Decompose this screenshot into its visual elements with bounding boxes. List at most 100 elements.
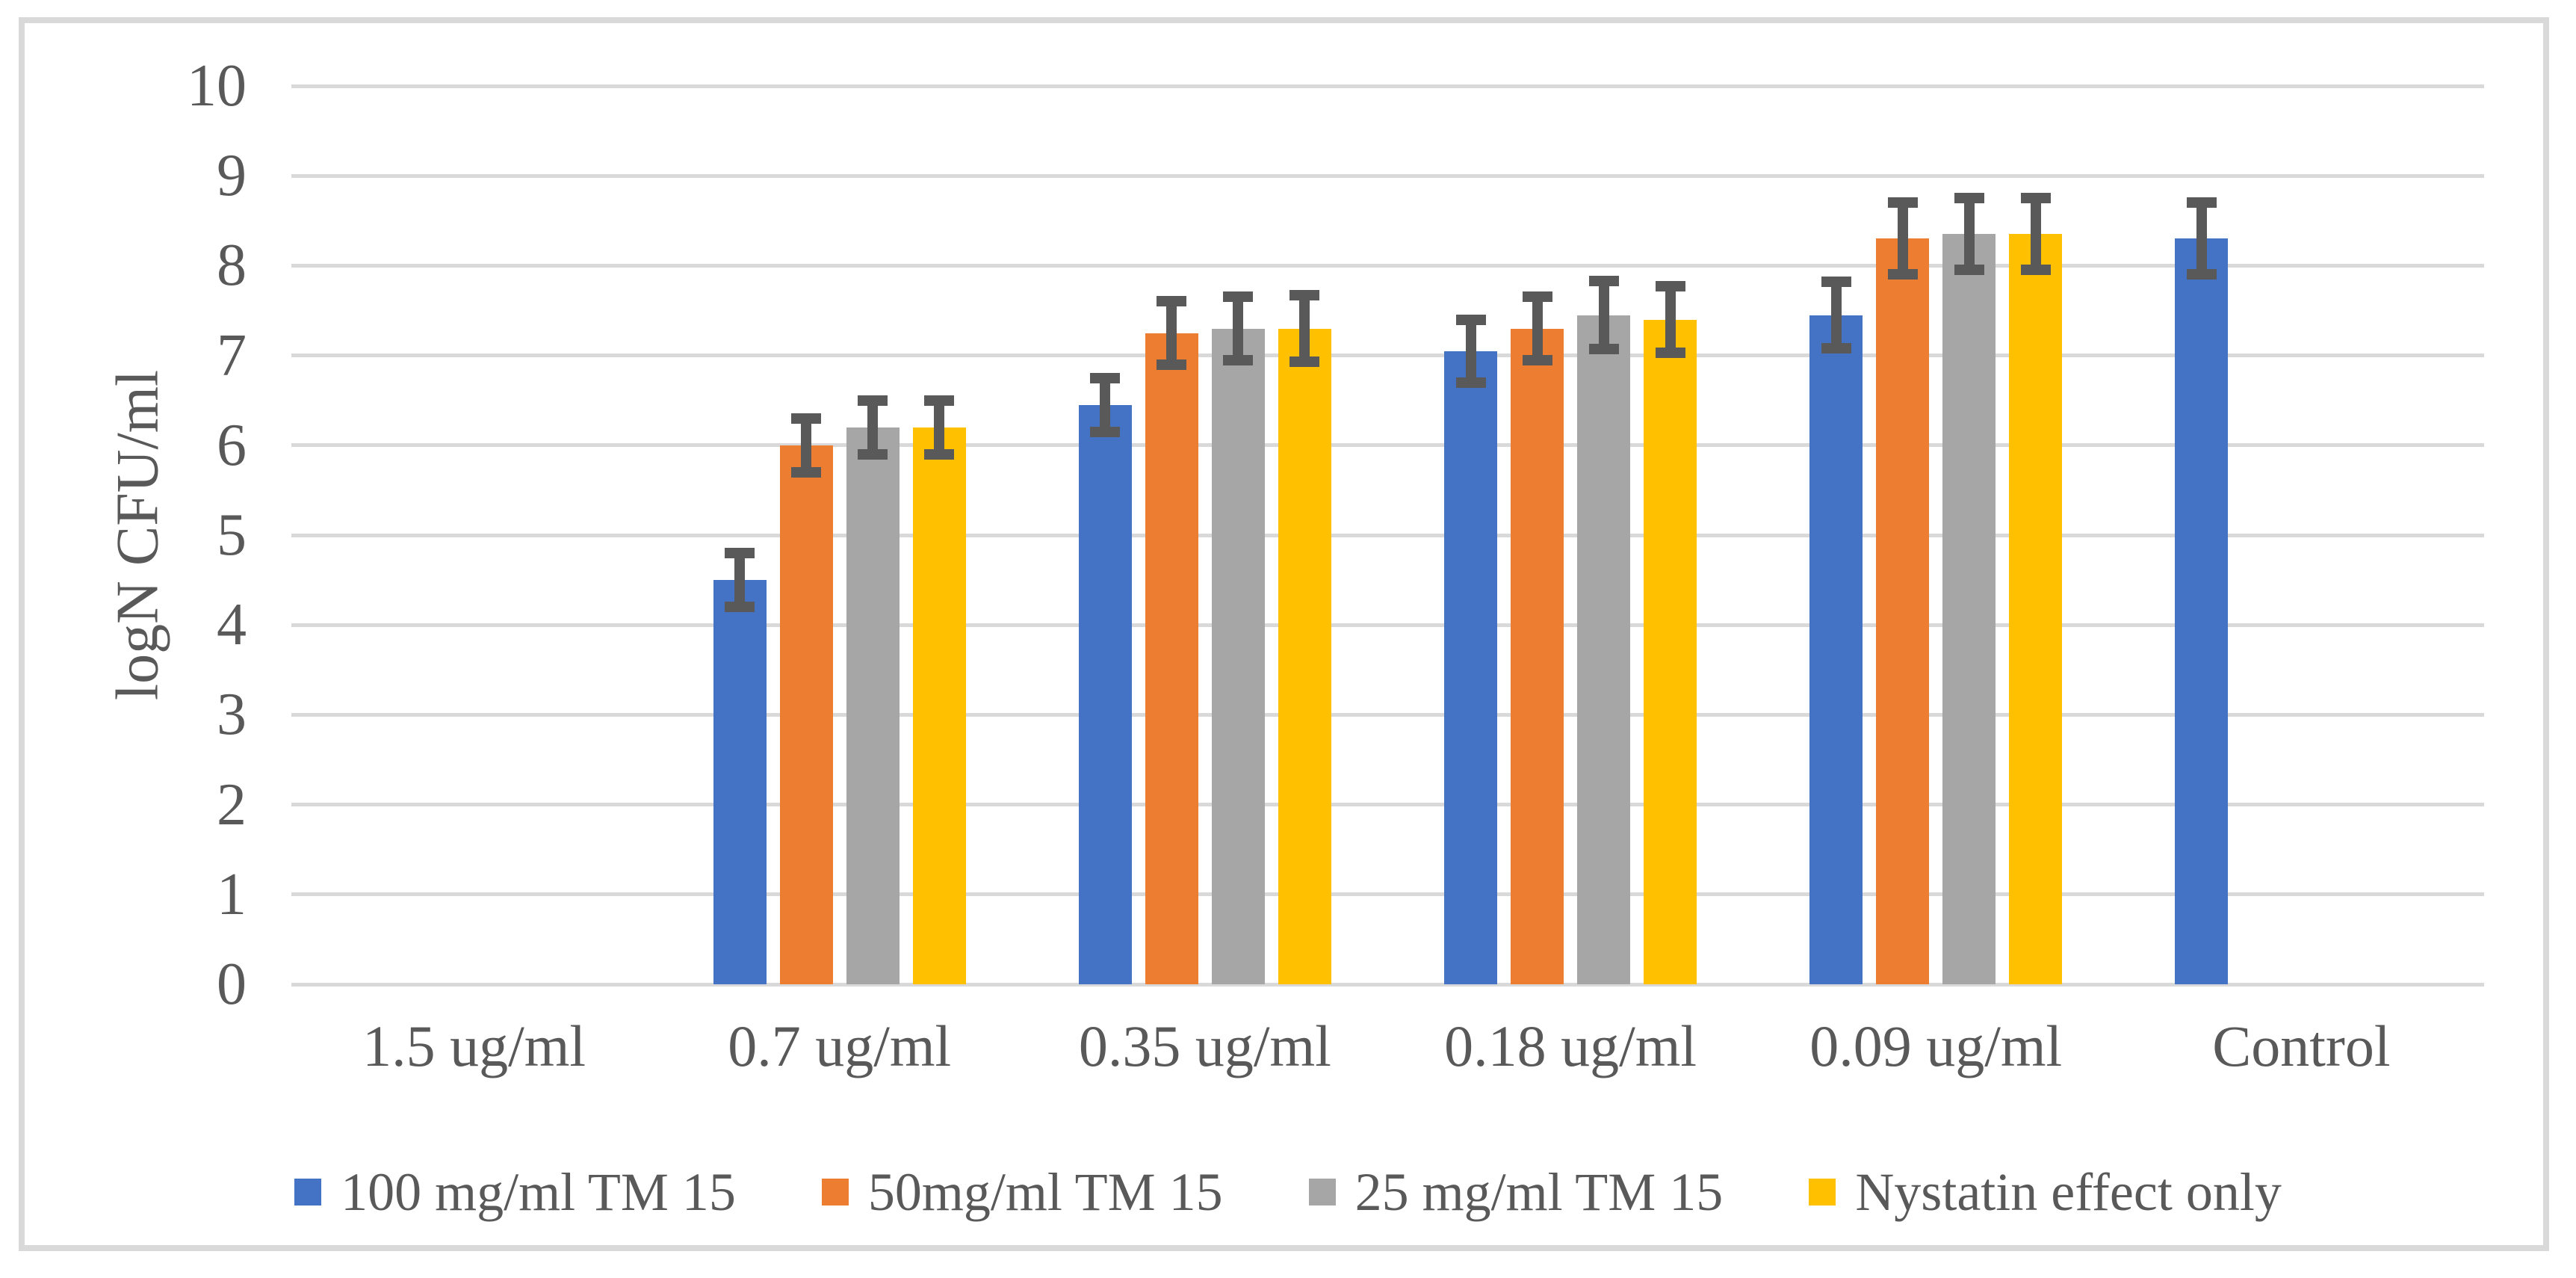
legend-label: 50mg/ml TM 15 xyxy=(867,1162,1223,1222)
gridline-y-2 xyxy=(291,803,2484,807)
y-tick-label-3: 3 xyxy=(217,682,247,748)
error-bar-cap-bottom xyxy=(1588,344,1619,355)
y-tick-label-1: 1 xyxy=(217,861,247,927)
bar-50mg-ml-tm-15-0.09-ug-ml xyxy=(1876,238,1930,984)
y-axis-tick-labels: 0 1 2 3 4 5 6 7 8 9 10 xyxy=(0,0,247,1278)
bar-100-mg-ml-tm-15-0.7-ug-ml xyxy=(713,580,767,984)
error-bar-line xyxy=(2196,203,2207,275)
error-bar-cap-bottom xyxy=(1821,342,1851,354)
error-bar-line xyxy=(1897,203,1908,275)
error-bar-cap-top xyxy=(1954,193,1984,204)
x-label-3: 0.35 ug/ml xyxy=(1078,1013,1331,1078)
bar-nystatin-effect-only-0.35-ug-ml xyxy=(1278,328,1331,984)
y-tick-label-8: 8 xyxy=(217,232,247,299)
y-tick-label-10: 10 xyxy=(187,53,247,119)
bar-25-mg-ml-tm-15-0.09-ug-ml xyxy=(1942,234,1996,984)
error-bar-cap-top xyxy=(791,413,822,424)
error-bar-line xyxy=(1233,297,1244,360)
legend-swatch-icon xyxy=(1308,1179,1336,1206)
error-bar-cap-top xyxy=(1522,291,1552,303)
error-bar-line xyxy=(867,400,879,454)
error-bar-line xyxy=(1465,319,1476,383)
error-bar-cap-bottom xyxy=(1954,265,1984,276)
x-label-1: 1.5 ug/ml xyxy=(362,1013,586,1078)
y-tick-label-5: 5 xyxy=(217,502,247,568)
legend-item-4: Nystatin effect only xyxy=(1809,1165,2282,1219)
x-label-4: 0.18 ug/ml xyxy=(1444,1013,1697,1078)
legend-swatch-icon xyxy=(294,1179,322,1206)
gridline-y-7 xyxy=(291,354,2484,358)
gridline-y-10 xyxy=(291,84,2484,88)
error-bar-cap-top xyxy=(924,395,955,406)
legend-item-3: 25 mg/ml TM 15 xyxy=(1308,1162,1724,1222)
error-bar-line xyxy=(1963,198,1975,271)
error-bar-cap-bottom xyxy=(725,602,755,613)
error-bar-line xyxy=(2030,198,2041,271)
legend-swatch-icon xyxy=(821,1179,849,1206)
gridline-y-9 xyxy=(291,173,2484,178)
bar-25-mg-ml-tm-15-0.18-ug-ml xyxy=(1577,315,1631,984)
y-tick-label-7: 7 xyxy=(217,322,247,389)
error-bar-cap-top xyxy=(1887,197,1918,209)
x-axis-category-labels: 1.5 ug/ml 0.7 ug/ml 0.35 ug/ml 0.18 ug/ml 0.… xyxy=(291,1009,2484,1091)
x-label-6: Control xyxy=(2212,1013,2391,1078)
gridline-y-8 xyxy=(291,263,2484,268)
error-bar-cap-bottom xyxy=(2020,265,2051,276)
gridline-y-1 xyxy=(291,892,2484,897)
error-bar-cap-top xyxy=(1455,314,1486,325)
error-bar-cap-top xyxy=(725,548,755,559)
bar-100-mg-ml-tm-15-control xyxy=(2175,238,2229,984)
error-bar-line xyxy=(934,400,945,454)
error-bar-cap-bottom xyxy=(1522,354,1552,365)
error-bar-line xyxy=(1665,286,1676,353)
error-bar-cap-top xyxy=(2186,197,2217,209)
gridline-y-5 xyxy=(291,533,2484,537)
error-bar-line xyxy=(801,418,812,472)
error-bar-line xyxy=(1598,280,1609,350)
error-bar-cap-top xyxy=(1821,277,1851,288)
error-bar-cap-bottom xyxy=(1455,377,1486,388)
legend-label: 100 mg/ml TM 15 xyxy=(341,1162,736,1222)
error-bar-line xyxy=(1830,282,1842,348)
gridline-y-0 xyxy=(291,982,2484,987)
legend-label: 25 mg/ml TM 15 xyxy=(1354,1162,1724,1222)
error-bar-cap-bottom xyxy=(1289,356,1320,367)
x-label-5: 0.09 ug/ml xyxy=(1809,1013,2063,1078)
error-bar-cap-bottom xyxy=(924,448,955,460)
error-bar-cap-bottom xyxy=(1090,426,1121,437)
error-bar-cap-bottom xyxy=(1887,269,1918,280)
x-label-2: 0.7 ug/ml xyxy=(728,1013,952,1078)
legend-label: Nystatin effect only xyxy=(1855,1162,2282,1222)
error-bar-cap-bottom xyxy=(1223,354,1254,365)
error-bar-cap-top xyxy=(1157,296,1187,307)
error-bar-cap-top xyxy=(1655,281,1685,292)
error-bar-cap-top xyxy=(1588,275,1619,286)
gridline-y-4 xyxy=(291,623,2484,627)
bar-nystatin-effect-only-0.18-ug-ml xyxy=(1644,319,1697,984)
y-tick-label-2: 2 xyxy=(217,771,247,838)
gridline-y-3 xyxy=(291,712,2484,717)
error-bar-cap-bottom xyxy=(858,448,888,460)
y-tick-label-0: 0 xyxy=(217,951,247,1017)
y-tick-label-4: 4 xyxy=(217,592,247,658)
error-bar-cap-top xyxy=(1289,290,1320,301)
y-tick-label-6: 6 xyxy=(217,412,247,478)
legend-item-1: 100 mg/ml TM 15 xyxy=(294,1165,736,1219)
error-bar-line xyxy=(734,553,746,608)
error-bar-line xyxy=(1166,301,1177,365)
bar-100-mg-ml-tm-15-0.09-ug-ml xyxy=(1809,315,1863,984)
gridline-y-6 xyxy=(291,443,2484,448)
bar-50mg-ml-tm-15-0.35-ug-ml xyxy=(1145,333,1198,984)
plot-area xyxy=(291,84,2484,987)
error-bar-cap-top xyxy=(1090,372,1121,383)
bar-nystatin-effect-only-0.09-ug-ml xyxy=(2009,234,2063,984)
bar-50mg-ml-tm-15-0.18-ug-ml xyxy=(1511,328,1564,984)
error-bar-cap-bottom xyxy=(1655,347,1685,358)
bar-25-mg-ml-tm-15-0.7-ug-ml xyxy=(846,427,900,984)
bar-100-mg-ml-tm-15-0.18-ug-ml xyxy=(1444,351,1498,984)
y-tick-label-9: 9 xyxy=(217,143,247,209)
bar-100-mg-ml-tm-15-0.35-ug-ml xyxy=(1078,404,1132,984)
legend-item-2: 50mg/ml TM 15 xyxy=(821,1162,1223,1222)
error-bar-line xyxy=(1100,377,1111,432)
